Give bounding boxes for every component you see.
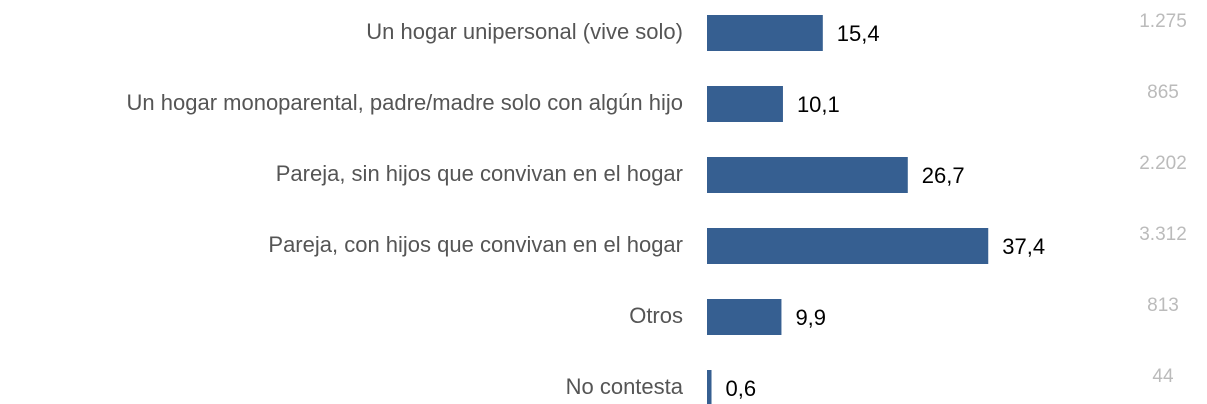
category-label: Un hogar unipersonal (vive solo) xyxy=(366,19,683,44)
value-label: 9,9 xyxy=(795,305,826,330)
bar xyxy=(707,157,908,193)
bar xyxy=(707,15,823,51)
category-label: Pareja, sin hijos que convivan en el hog… xyxy=(276,161,683,186)
value-label: 26,7 xyxy=(922,163,965,188)
category-label: No contesta xyxy=(566,374,684,399)
count-label: 1.275 xyxy=(1139,11,1187,32)
count-label: 2.202 xyxy=(1139,153,1187,174)
value-label: 0,6 xyxy=(726,376,757,401)
category-label: Un hogar monoparental, padre/madre solo … xyxy=(127,90,683,115)
value-label: 37,4 xyxy=(1002,234,1045,259)
count-label: 865 xyxy=(1147,82,1179,103)
bar xyxy=(707,228,989,264)
value-label: 15,4 xyxy=(837,21,880,46)
count-label: 3.312 xyxy=(1139,224,1187,245)
bar xyxy=(707,299,782,335)
count-label: 813 xyxy=(1147,295,1179,316)
bar xyxy=(707,370,712,404)
count-label: 44 xyxy=(1152,366,1174,387)
category-label: Pareja, con hijos que convivan en el hog… xyxy=(268,232,683,257)
category-label: Otros xyxy=(629,303,683,328)
bar xyxy=(707,86,783,122)
value-label: 10,1 xyxy=(797,92,840,117)
